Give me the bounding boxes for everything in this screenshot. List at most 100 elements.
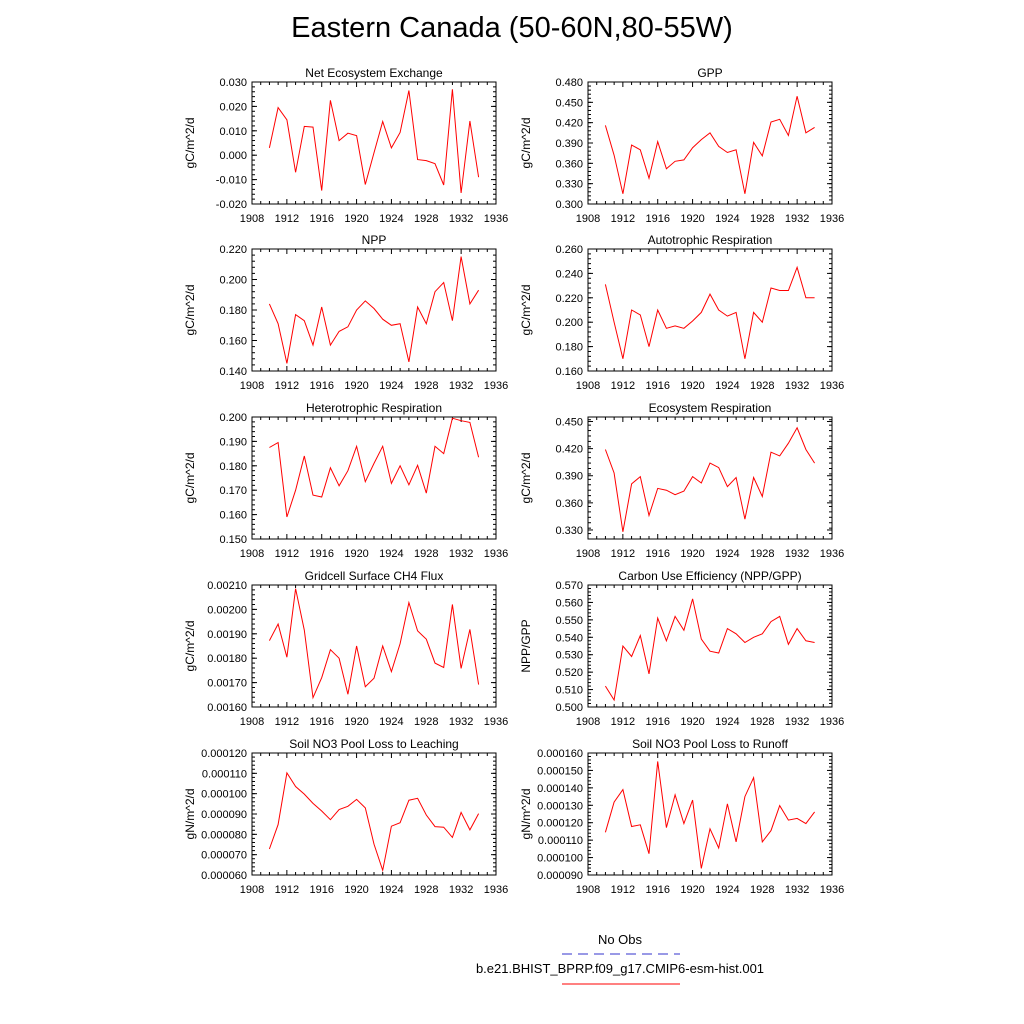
x-tick-label: 1932 (449, 380, 473, 392)
y-tick-label: 0.00200 (207, 604, 247, 616)
y-tick-label: 0.200 (555, 317, 583, 329)
x-tick-label: 1912 (275, 380, 299, 392)
x-tick-label: 1920 (344, 213, 368, 225)
y-axis-label: gC/m^2/d (183, 621, 197, 672)
x-tick-label: 1932 (785, 884, 809, 896)
x-tick-label: 1924 (379, 213, 403, 225)
chart-panel-5: Heterotrophic Respiration gC/m^2/d 1908 191… (183, 401, 508, 560)
y-tick-label: 0.300 (555, 199, 583, 211)
x-tick-label: 1936 (484, 716, 508, 728)
x-tick-label: 1936 (484, 380, 508, 392)
x-tick-label: 1932 (785, 213, 809, 225)
y-tick-label: 0.000080 (201, 829, 247, 841)
x-tick-label: 1924 (379, 716, 403, 728)
y-tick-label: 0.500 (555, 702, 583, 714)
y-tick-label: 0.00170 (207, 678, 247, 690)
y-tick-label: 0.510 (555, 685, 583, 697)
x-tick-label: 1928 (414, 213, 438, 225)
x-tick-label: 1920 (680, 548, 704, 560)
y-tick-label: 0.570 (555, 580, 583, 592)
y-tick-label: 0.390 (555, 471, 583, 483)
x-tick-label: 1920 (344, 548, 368, 560)
x-tick-label: 1924 (715, 548, 739, 560)
y-axis-label: gC/m^2/d (519, 453, 533, 504)
x-tick-label: 1936 (820, 548, 844, 560)
y-tick-label: 0.000120 (201, 748, 247, 760)
panel-title: Gridcell Surface CH4 Flux (305, 569, 444, 583)
x-tick-label: 1916 (309, 548, 333, 560)
chart-panel-1: Net Ecosystem Exchange gC/m^2/d 1908 1912 19… (183, 66, 508, 225)
figure-title: Eastern Canada (50-60N,80-55W) (291, 12, 733, 44)
plot-frame (251, 752, 497, 876)
y-tick-label: 0.520 (555, 667, 583, 679)
y-tick-label: 0.420 (555, 118, 583, 130)
chart-panel-10: Soil NO3 Pool Loss to Runoff gN/m^2/d 1908… (519, 737, 844, 896)
x-tick-label: 1928 (414, 716, 438, 728)
y-tick-label: 0.220 (219, 244, 247, 256)
x-tick-label: 1932 (449, 213, 473, 225)
panel-title: Soil NO3 Pool Loss to Leaching (289, 737, 458, 751)
y-tick-label: 0.450 (555, 97, 583, 109)
y-tick-label: 0.540 (555, 632, 583, 644)
y-tick-label: 0.180 (555, 342, 583, 354)
y-tick-label: 0.560 (555, 597, 583, 609)
y-tick-label: 0.420 (555, 444, 583, 456)
x-tick-label: 1912 (275, 716, 299, 728)
x-tick-label: 1936 (820, 380, 844, 392)
series-line (604, 426, 816, 532)
y-tick-label: 0.160 (555, 366, 583, 378)
y-tick-label: 0.000110 (538, 835, 583, 847)
x-tick-label: 1920 (680, 380, 704, 392)
series-line (268, 89, 480, 194)
x-tick-label: 1920 (344, 716, 368, 728)
x-tick-label: 1936 (484, 213, 508, 225)
x-tick-label: 1916 (645, 716, 669, 728)
y-tick-label: 0.200 (219, 275, 247, 287)
x-tick-label: 1932 (449, 548, 473, 560)
x-tick-label: 1928 (750, 380, 774, 392)
series-line (268, 256, 480, 364)
x-tick-label: 1912 (275, 548, 299, 560)
y-tick-label: 0.000120 (537, 818, 583, 830)
x-tick-label: 1920 (344, 884, 368, 896)
y-tick-label: 0.260 (555, 244, 583, 256)
panel-title: Autotrophic Respiration (648, 233, 773, 247)
x-tick-label: 1908 (240, 213, 264, 225)
x-tick-label: 1908 (576, 380, 600, 392)
x-tick-label: 1908 (240, 548, 264, 560)
y-tick-label: 0.00160 (207, 702, 247, 714)
y-tick-label: 0.000070 (201, 850, 247, 862)
y-tick-label: -0.010 (216, 175, 247, 187)
x-tick-label: 1908 (576, 884, 600, 896)
x-tick-label: 1924 (715, 716, 739, 728)
x-tick-label: 1920 (680, 884, 704, 896)
chart-panel-2: GPP gC/m^2/d 1908 1912 1916 1920 1924 1928 1932 1… (519, 66, 844, 225)
y-tick-label: 0.000150 (537, 765, 583, 777)
y-tick-label: 0.030 (219, 77, 247, 89)
y-axis-label: gC/m^2/d (519, 118, 533, 169)
y-tick-label: -0.020 (216, 199, 247, 211)
x-tick-label: 1912 (611, 548, 635, 560)
y-tick-label: 0.010 (219, 126, 247, 138)
x-tick-label: 1912 (275, 213, 299, 225)
panel-title: Heterotrophic Respiration (306, 401, 442, 415)
y-tick-label: 0.140 (219, 366, 247, 378)
y-tick-label: 0.160 (219, 336, 247, 348)
x-tick-label: 1912 (611, 213, 635, 225)
y-tick-label: 0.330 (555, 525, 583, 537)
x-tick-label: 1936 (820, 884, 844, 896)
series-line (604, 598, 815, 702)
y-tick-label: 0.170 (219, 485, 247, 497)
x-tick-label: 1928 (750, 716, 774, 728)
x-tick-label: 1920 (680, 213, 704, 225)
x-tick-label: 1912 (275, 884, 299, 896)
x-tick-label: 1924 (715, 213, 739, 225)
chart-panel-9: Soil NO3 Pool Loss to Leaching gN/m^2/d 19… (183, 737, 508, 896)
y-tick-label: 0.160 (219, 510, 247, 522)
series-line (604, 265, 815, 359)
legend (562, 953, 680, 985)
x-tick-label: 1928 (414, 380, 438, 392)
y-tick-label: 0.000060 (201, 870, 247, 882)
series-line (269, 417, 480, 518)
